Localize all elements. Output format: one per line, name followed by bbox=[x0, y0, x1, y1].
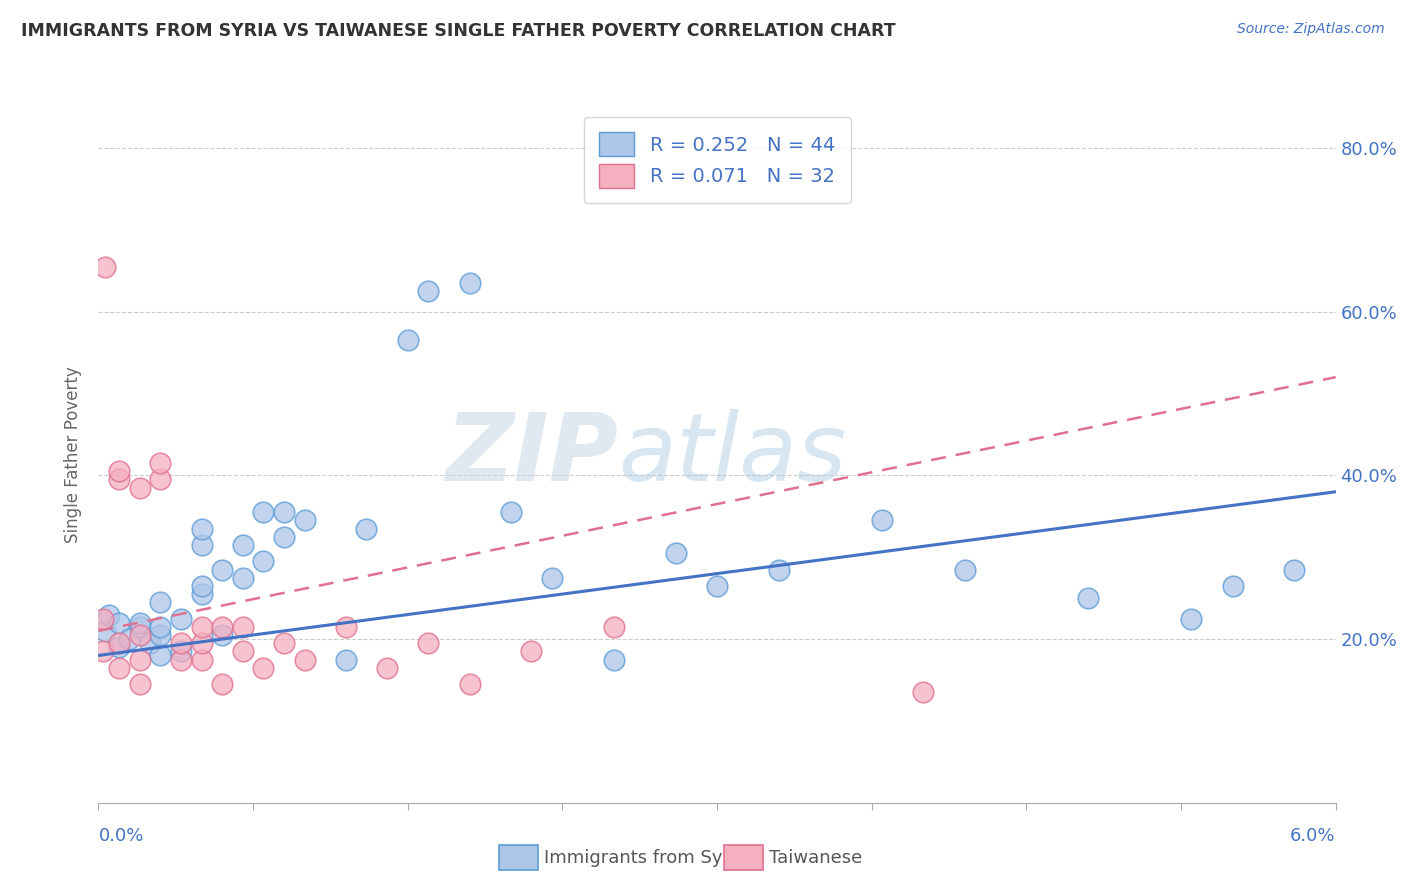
Point bbox=[108, 615, 131, 630]
Point bbox=[108, 636, 131, 650]
Text: ZIP: ZIP bbox=[446, 409, 619, 501]
Point bbox=[108, 640, 131, 655]
Point bbox=[190, 587, 212, 601]
Point bbox=[232, 620, 254, 634]
Point bbox=[211, 620, 233, 634]
Text: atlas: atlas bbox=[619, 409, 846, 500]
Point bbox=[252, 554, 274, 568]
Point bbox=[232, 571, 254, 585]
Point bbox=[128, 481, 150, 495]
Point bbox=[273, 505, 295, 519]
Point bbox=[190, 620, 212, 634]
Point bbox=[252, 505, 274, 519]
Text: Immigrants from Syria: Immigrants from Syria bbox=[544, 849, 747, 867]
Legend: R = 0.252   N = 44, R = 0.071   N = 32: R = 0.252 N = 44, R = 0.071 N = 32 bbox=[583, 117, 851, 203]
Point bbox=[118, 632, 141, 646]
Point bbox=[335, 620, 357, 634]
Point bbox=[139, 636, 162, 650]
Point bbox=[190, 522, 212, 536]
Point bbox=[232, 538, 254, 552]
Y-axis label: Single Father Poverty: Single Father Poverty bbox=[65, 367, 83, 543]
Text: 6.0%: 6.0% bbox=[1291, 827, 1336, 845]
Point bbox=[665, 546, 688, 560]
Point bbox=[91, 612, 114, 626]
Point bbox=[190, 538, 212, 552]
Point bbox=[93, 624, 115, 638]
Point bbox=[294, 652, 316, 666]
Point bbox=[458, 276, 481, 290]
Text: Taiwanese: Taiwanese bbox=[769, 849, 862, 867]
Point bbox=[128, 677, 150, 691]
Point bbox=[128, 628, 150, 642]
Point bbox=[128, 615, 150, 630]
Point bbox=[170, 644, 193, 658]
Point bbox=[91, 644, 114, 658]
Point bbox=[912, 685, 935, 699]
Point bbox=[97, 607, 120, 622]
Point bbox=[294, 513, 316, 527]
Point bbox=[232, 644, 254, 658]
Point bbox=[458, 677, 481, 691]
Point bbox=[273, 530, 295, 544]
Point bbox=[870, 513, 893, 527]
Point bbox=[396, 334, 419, 348]
Point bbox=[211, 562, 233, 576]
Point bbox=[375, 661, 398, 675]
Point bbox=[149, 648, 172, 663]
Text: Source: ZipAtlas.com: Source: ZipAtlas.com bbox=[1237, 22, 1385, 37]
Point bbox=[603, 652, 626, 666]
Point bbox=[190, 579, 212, 593]
Point bbox=[93, 260, 115, 274]
Point bbox=[190, 652, 212, 666]
Point bbox=[335, 652, 357, 666]
Point bbox=[520, 644, 543, 658]
Point bbox=[499, 505, 522, 519]
Point bbox=[1284, 562, 1306, 576]
Point bbox=[190, 636, 212, 650]
Point bbox=[149, 628, 172, 642]
Point bbox=[1077, 591, 1099, 606]
Point bbox=[108, 473, 131, 487]
Point bbox=[211, 628, 233, 642]
Point bbox=[706, 579, 728, 593]
Point bbox=[1180, 612, 1202, 626]
Point bbox=[211, 677, 233, 691]
Point bbox=[953, 562, 976, 576]
Point bbox=[170, 612, 193, 626]
Point bbox=[128, 620, 150, 634]
Point bbox=[149, 620, 172, 634]
Point bbox=[108, 464, 131, 478]
Point bbox=[418, 284, 440, 298]
Text: 0.0%: 0.0% bbox=[98, 827, 143, 845]
Point bbox=[273, 636, 295, 650]
Point bbox=[149, 456, 172, 470]
Point bbox=[170, 636, 193, 650]
Point bbox=[418, 636, 440, 650]
Point bbox=[252, 661, 274, 675]
Point bbox=[108, 661, 131, 675]
Point bbox=[128, 652, 150, 666]
Point bbox=[149, 595, 172, 609]
Point bbox=[603, 620, 626, 634]
Point bbox=[149, 473, 172, 487]
Point bbox=[356, 522, 378, 536]
Point bbox=[1222, 579, 1244, 593]
Point bbox=[541, 571, 564, 585]
Point bbox=[768, 562, 790, 576]
Text: IMMIGRANTS FROM SYRIA VS TAIWANESE SINGLE FATHER POVERTY CORRELATION CHART: IMMIGRANTS FROM SYRIA VS TAIWANESE SINGL… bbox=[21, 22, 896, 40]
Point bbox=[170, 652, 193, 666]
